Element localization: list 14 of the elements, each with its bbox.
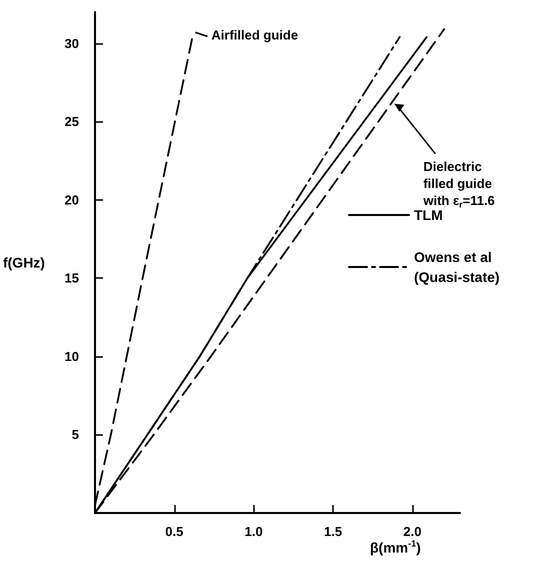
legend-label: Owens et al (Quasi-state): [414, 249, 500, 285]
y-axis-title: f(GHz): [2, 254, 45, 270]
y-tick-label: 5: [72, 427, 79, 442]
legend-label: TLM: [414, 207, 443, 223]
y-tick-label: 10: [64, 348, 79, 364]
x-tick-label: 1.0: [244, 524, 263, 539]
x-tick-label: 0.5: [165, 524, 184, 539]
y-tick-label: 25: [64, 114, 79, 130]
x-tick-label: 1.5: [324, 524, 342, 539]
annotation: Airfilled guide: [211, 27, 298, 42]
x-tick-label: 2.0: [403, 524, 422, 539]
y-tick-label: 20: [64, 192, 79, 208]
y-tick-label: 15: [64, 270, 79, 286]
y-tick-label: 30: [64, 36, 79, 51]
